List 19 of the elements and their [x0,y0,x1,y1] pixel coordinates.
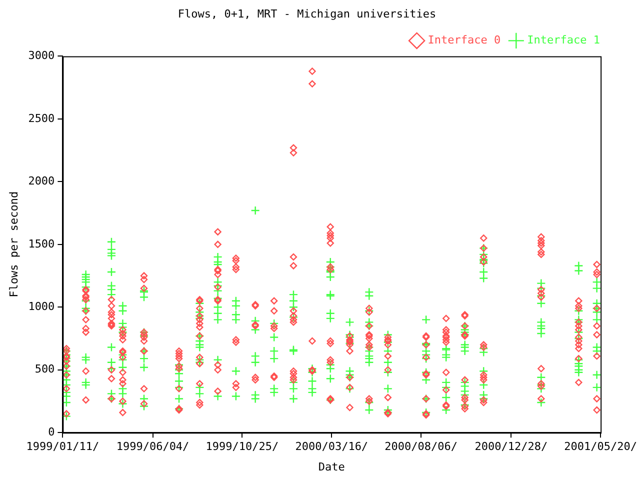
x-tick-label: 1999/06/04/ [116,440,190,454]
x-tick-label: 2000/12/28/ [474,440,548,454]
legend-label: Interface 0 [428,34,501,47]
x-tick-label: 2001/05/20/ [564,440,638,454]
x-tick-label: 2000/03/16/ [295,440,368,454]
x-tick-label: 1999/01/11/ [26,440,100,454]
y-tick-label: 1000 [28,300,55,313]
y-tick-label: 2500 [28,112,55,125]
x-tick-label: 1999/10/25/ [206,440,279,454]
legend-label: Interface 1 [527,34,600,47]
y-tick-label: 500 [34,362,55,376]
x-axis-title: Date [318,460,345,474]
y-tick-label: 3000 [28,49,55,62]
chart-title: Flows, 0+1, MRT - Michigan universities [178,7,436,20]
y-tick-label: 1500 [28,237,55,250]
x-tick-label: 2000/08/06/ [384,440,458,454]
y-tick-label: 2000 [28,174,55,188]
y-tick-label: 0 [48,425,55,438]
y-axis-title: Flows per second [7,191,20,298]
